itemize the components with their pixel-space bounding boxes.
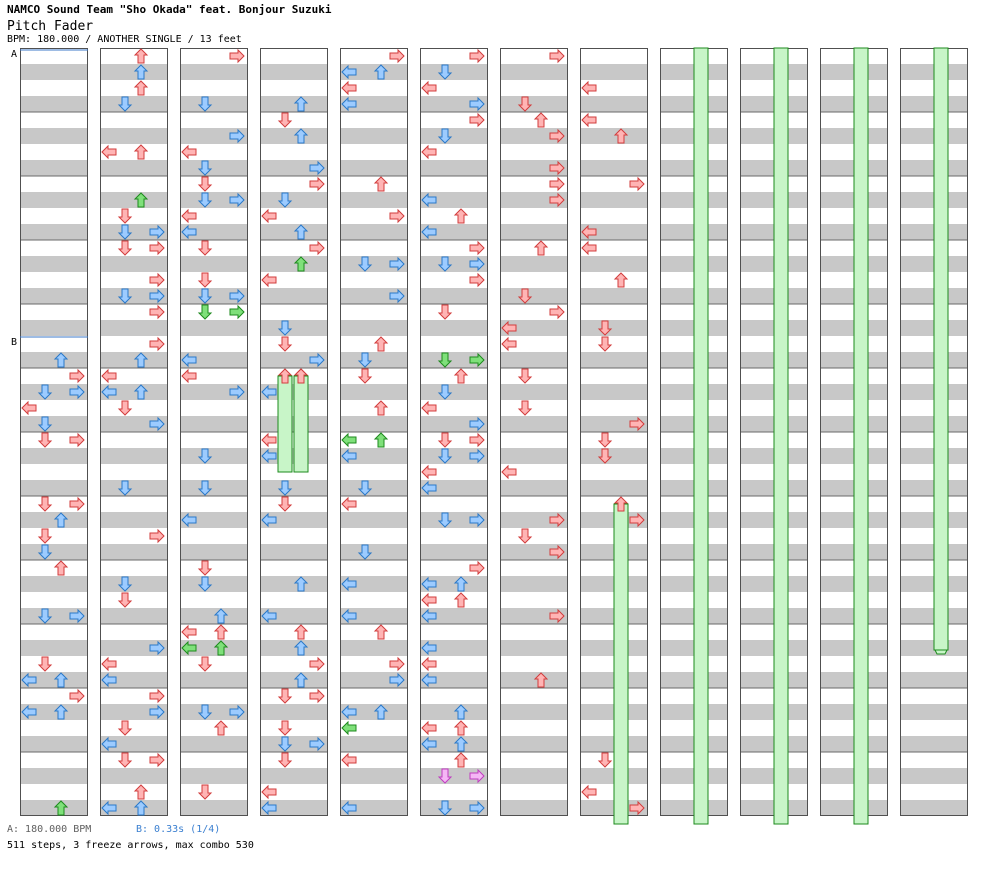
song-artist: NAMCO Sound Team "Sho Okada" feat. Bonjo… [7, 3, 332, 16]
chart-column [420, 48, 488, 816]
chart-column [180, 48, 248, 816]
freeze-track [853, 47, 869, 825]
marker-a-label: A [11, 49, 17, 60]
freeze-track [693, 47, 709, 825]
freeze-arrow-body [277, 375, 293, 473]
song-title: Pitch Fader [7, 19, 94, 34]
freeze-track [933, 47, 949, 651]
freeze-arrow-body [613, 503, 629, 825]
freeze-tail [934, 649, 948, 655]
chart-column [340, 48, 408, 816]
chart-column [580, 48, 648, 816]
marker-b-label: B [11, 337, 17, 348]
chart-info: BPM: 180.000 / ANOTHER SINGLE / 13 feet [7, 34, 242, 45]
chart-column [20, 48, 88, 816]
chart-column [500, 48, 568, 816]
freeze-arrow-body [293, 375, 309, 473]
chart-column [100, 48, 168, 816]
bpm-b-legend: B: 0.33s (1/4) [136, 824, 221, 835]
bpm-a-legend: A: 180.000 BPM [7, 824, 92, 835]
freeze-track [773, 47, 789, 825]
chart-stats: 511 steps, 3 freeze arrows, max combo 53… [7, 840, 254, 851]
